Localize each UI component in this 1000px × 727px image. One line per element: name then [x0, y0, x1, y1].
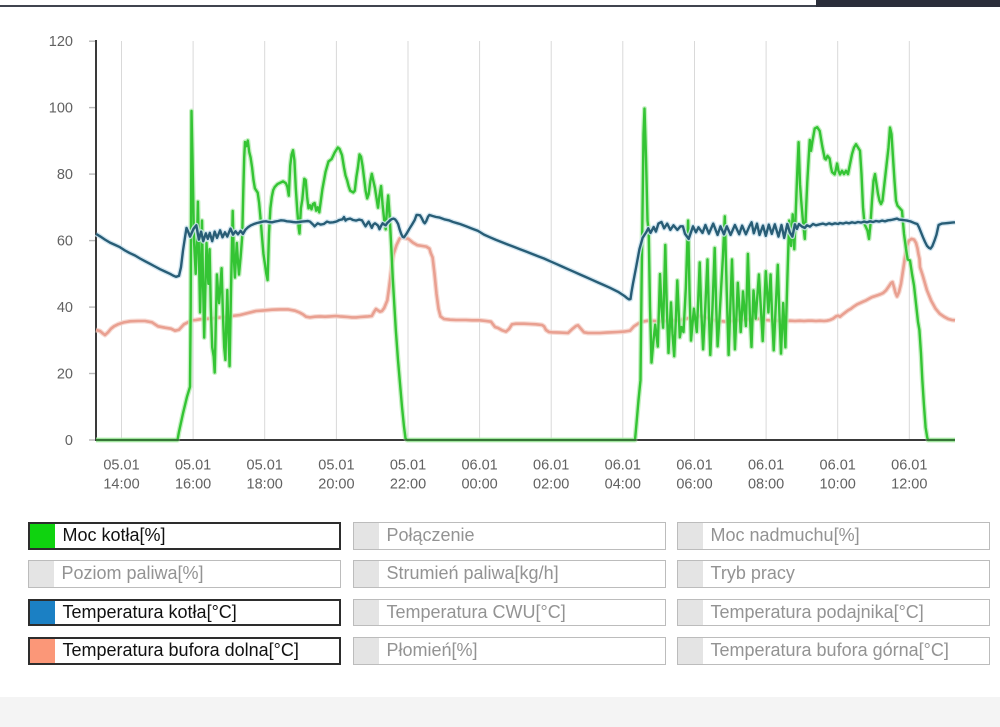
svg-text:04:00: 04:00: [605, 477, 641, 493]
svg-text:06:00: 06:00: [676, 477, 712, 493]
svg-text:60: 60: [57, 234, 73, 250]
svg-text:18:00: 18:00: [247, 477, 283, 493]
svg-text:20:00: 20:00: [318, 477, 354, 493]
svg-text:80: 80: [57, 167, 73, 183]
svg-text:00:00: 00:00: [461, 477, 497, 493]
svg-text:06.01: 06.01: [461, 458, 497, 474]
svg-text:06.01: 06.01: [605, 458, 641, 474]
svg-text:05.01: 05.01: [390, 458, 426, 474]
svg-text:06.01: 06.01: [533, 458, 569, 474]
svg-text:40: 40: [57, 300, 73, 316]
svg-text:05.01: 05.01: [103, 458, 139, 474]
svg-text:06.01: 06.01: [748, 458, 784, 474]
svg-text:12:00: 12:00: [891, 477, 927, 493]
svg-text:05.01: 05.01: [175, 458, 211, 474]
svg-text:14:00: 14:00: [103, 477, 139, 493]
svg-text:100: 100: [49, 101, 73, 117]
svg-text:02:00: 02:00: [533, 477, 569, 493]
svg-text:06.01: 06.01: [891, 458, 927, 474]
svg-text:20: 20: [57, 367, 73, 383]
svg-text:22:00: 22:00: [390, 477, 426, 493]
svg-text:05.01: 05.01: [318, 458, 354, 474]
svg-text:0: 0: [65, 433, 73, 449]
svg-text:06.01: 06.01: [676, 458, 712, 474]
svg-text:120: 120: [49, 34, 73, 50]
svg-text:10:00: 10:00: [820, 477, 856, 493]
svg-text:08:00: 08:00: [748, 477, 784, 493]
svg-text:16:00: 16:00: [175, 477, 211, 493]
svg-text:06.01: 06.01: [820, 458, 856, 474]
svg-text:05.01: 05.01: [247, 458, 283, 474]
